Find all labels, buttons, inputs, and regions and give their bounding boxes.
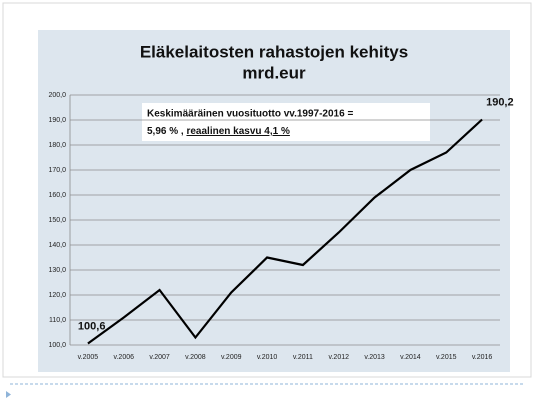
x-tick-label: v.2010 [257, 354, 278, 361]
annotation: Keskimääräinen vuosituotto vv.1997-2016 … [147, 109, 353, 120]
data-line [87, 118, 483, 345]
y-tick-label: 150,0 [48, 217, 66, 224]
x-tick-label: v.2011 [293, 354, 313, 361]
x-tick-label: v.2006 [114, 354, 135, 361]
chart-background [38, 30, 510, 372]
x-tick-label: v.2008 [185, 354, 206, 361]
data-label: 100,6 [78, 320, 106, 332]
y-tick-label: 110,0 [49, 317, 66, 324]
x-tick-label: v.2012 [329, 354, 350, 361]
x-tick-label: v.2007 [149, 354, 170, 361]
x-tick-label: v.2014 [400, 354, 421, 361]
y-tick-label: 190,0 [48, 117, 66, 124]
y-tick-label: 130,0 [48, 267, 66, 274]
y-tick-label: 170,0 [48, 167, 66, 174]
y-tick-label: 140,0 [48, 242, 66, 249]
x-tick-label: v.2015 [436, 354, 457, 361]
chart-title: Eläkelaitosten rahastojen kehitys [140, 42, 408, 61]
bullet-icon [6, 391, 11, 398]
y-tick-label: 160,0 [48, 192, 66, 199]
annotation-part: 5,96 % , [147, 126, 186, 137]
y-tick-label: 200,0 [48, 92, 66, 99]
x-tick-label: v.2013 [364, 354, 385, 361]
x-tick-label: v.2016 [472, 354, 493, 361]
annotation-part: reaalinen kasvu 4,1 % [186, 126, 290, 137]
annotation: 5,96 % , reaalinen kasvu 4,1 % [147, 126, 290, 137]
y-tick-label: 100,0 [48, 342, 66, 349]
x-tick-label: v.2005 [78, 354, 99, 361]
x-tick-label: v.2009 [221, 354, 242, 361]
y-tick-label: 120,0 [48, 292, 66, 299]
y-tick-label: 180,0 [48, 142, 66, 149]
chart-subtitle: mrd.eur [242, 63, 306, 82]
data-label: 190,2 [486, 96, 514, 108]
annotation-box [142, 103, 430, 141]
